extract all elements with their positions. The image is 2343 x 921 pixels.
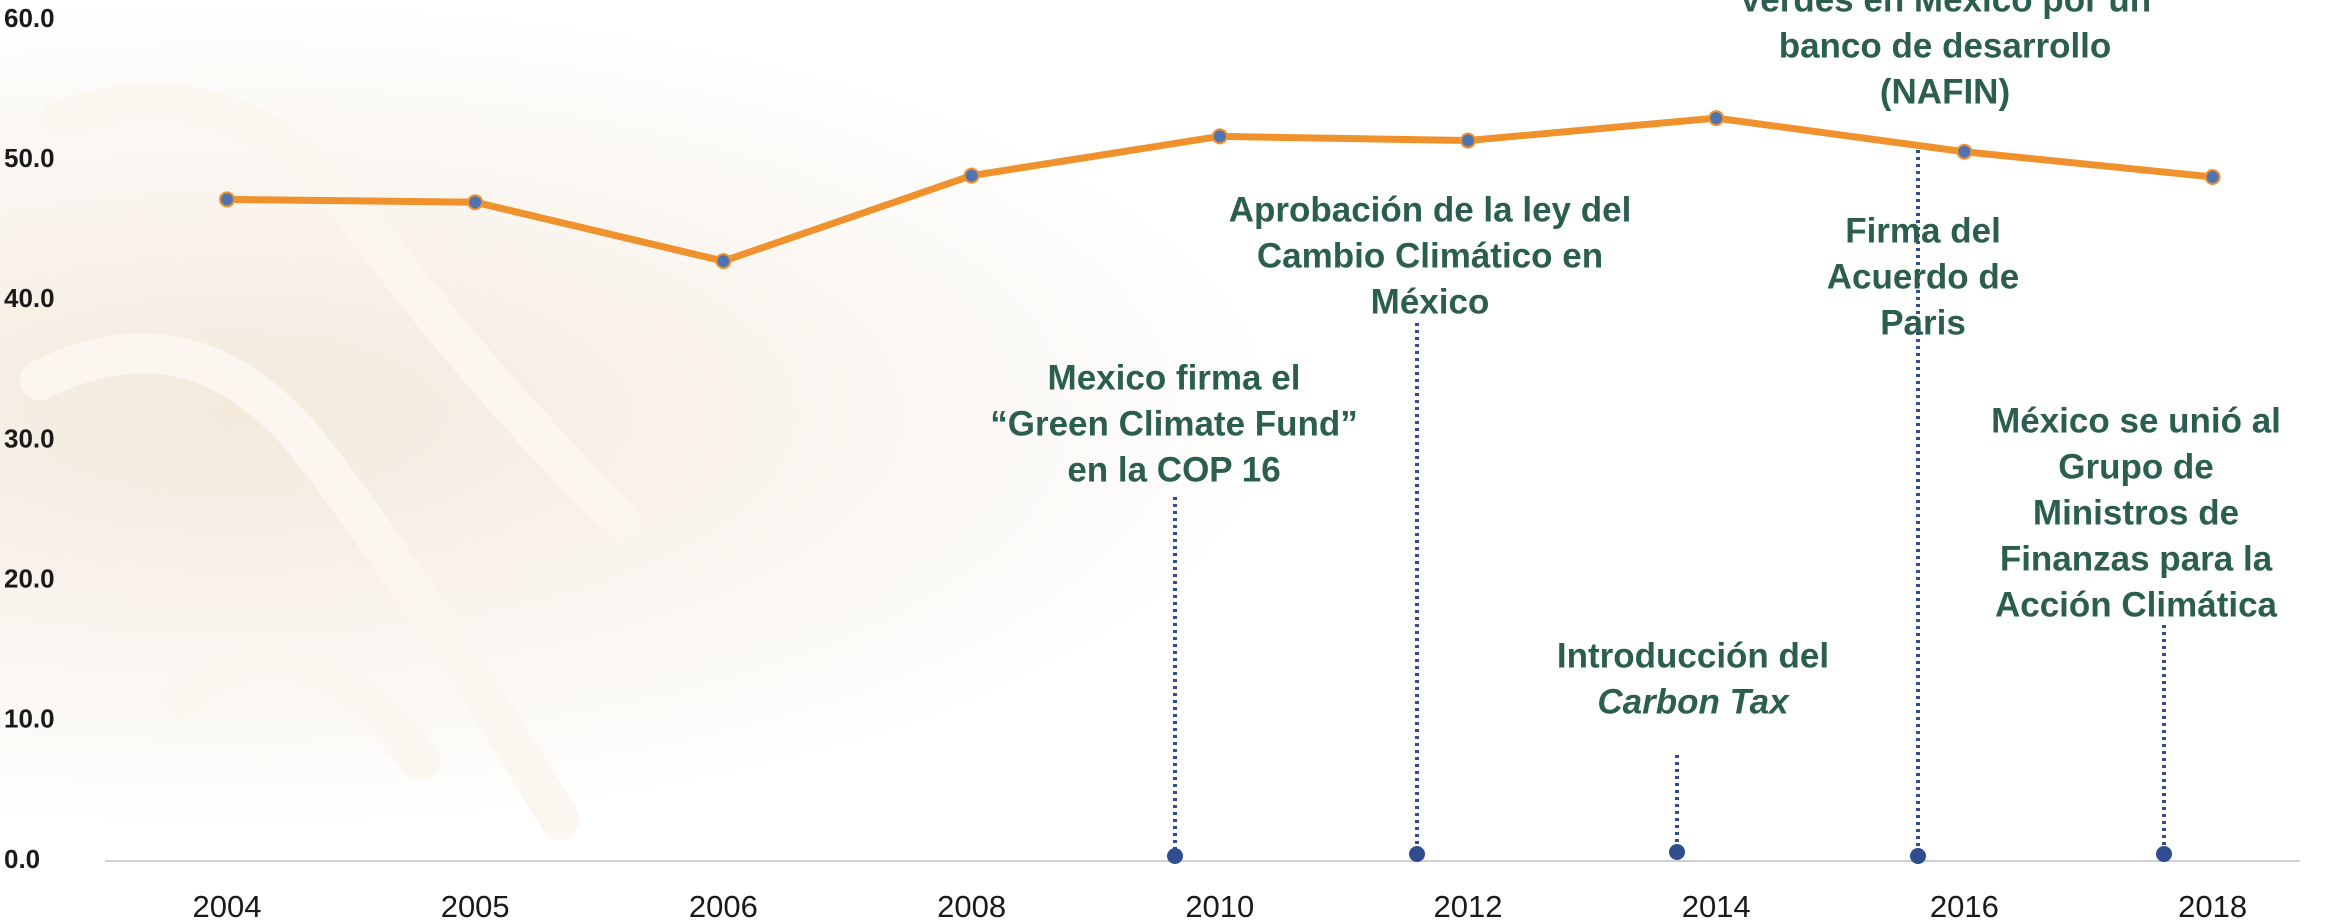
- y-tick-label: 20.0: [4, 564, 55, 594]
- point: [1957, 145, 1971, 159]
- x-tick-label: 2012: [1434, 889, 1503, 921]
- annotation: Introducción del: [1557, 636, 1829, 675]
- point: [468, 195, 482, 209]
- y-tick-label: 40.0: [4, 283, 55, 313]
- annotation: “Green Climate Fund”: [990, 404, 1358, 443]
- annotation: Grupo de: [2058, 447, 2214, 486]
- point: [2206, 170, 2220, 184]
- timeline-dot: [1910, 848, 1926, 864]
- annotation: (NAFIN): [1880, 72, 2010, 111]
- point: [1213, 129, 1227, 143]
- x-tick-label: 2010: [1185, 889, 1254, 921]
- timeline-dot: [1167, 848, 1183, 864]
- timeline-dot: [1669, 844, 1685, 860]
- x-tick-label: 2004: [193, 889, 262, 921]
- point: [1709, 111, 1723, 125]
- annotation: Ministros de: [2033, 493, 2239, 532]
- annotation: Mexico firma el: [1048, 358, 1301, 397]
- y-tick-label: 10.0: [4, 704, 55, 734]
- annotation: Firma del: [1845, 211, 2001, 250]
- annotation: banco de desarrollo: [1779, 26, 2112, 65]
- annotation: en la COP 16: [1067, 450, 1280, 489]
- chart: 0.0 10.0 20.0 30.0 40.0 50.0 60.0 2004 2005 2006 2…: [0, 0, 2343, 921]
- y-tick-label: 30.0: [4, 423, 55, 453]
- point: [220, 192, 234, 206]
- y-tick-label: 50.0: [4, 143, 55, 173]
- x-tick-label: 2005: [441, 889, 510, 921]
- annotation: Cambio Climático en: [1257, 236, 1603, 275]
- annotation: Verdes en México por un: [1739, 0, 2151, 19]
- annotation: México: [1371, 282, 1490, 321]
- annotation: México se unió al: [1991, 401, 2281, 440]
- x-tick-label: 2008: [937, 889, 1006, 921]
- y-tick-label: 60.0: [4, 3, 55, 33]
- annotation: Acuerdo de: [1827, 257, 2020, 296]
- annotation: Acción Climática: [1995, 585, 2278, 624]
- x-tick-label: 2018: [2178, 889, 2247, 921]
- annotation: Carbon Tax: [1597, 682, 1790, 721]
- x-tick-label: 2006: [689, 889, 758, 921]
- point: [1461, 134, 1475, 148]
- annotation: Finanzas para la: [2000, 539, 2273, 578]
- point: [965, 169, 979, 183]
- timeline-dot: [2156, 846, 2172, 862]
- point: [716, 254, 730, 268]
- annotation: Paris: [1880, 303, 1966, 342]
- timeline-dot: [1409, 846, 1425, 862]
- x-tick-label: 2014: [1682, 889, 1751, 921]
- y-tick-label: 0.0: [4, 844, 40, 874]
- annotation: Aprobación de la ley del: [1229, 190, 1632, 229]
- x-tick-label: 2016: [1930, 889, 1999, 921]
